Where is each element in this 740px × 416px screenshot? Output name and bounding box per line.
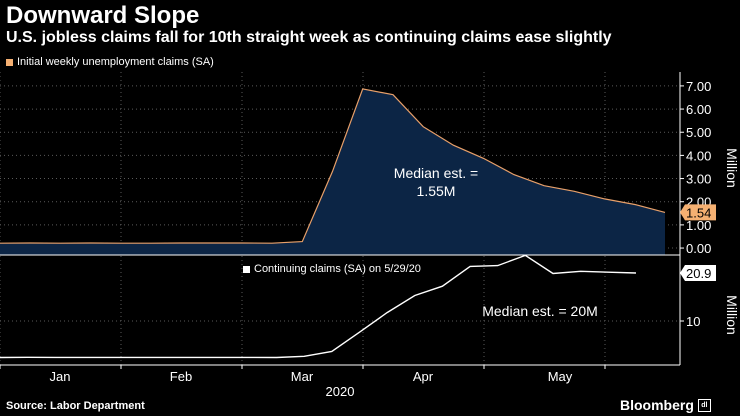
x-tick-label-may: May [548,369,573,384]
y-axis-title-bottom: Million [724,295,740,335]
y-tick-label-bottom-0: 10 [686,314,700,329]
legend-swatch-continuing [243,265,250,273]
badge-continuing-value: 20.9 [686,266,711,281]
badge-initial-shape [680,204,716,221]
badge-initial-value: 1.54 [686,205,711,220]
x-axis-year: 2020 [326,384,355,399]
legend-label-initial: Initial weekly unemployment claims (SA) [17,56,214,68]
annotation-continuing: Median est. = 20M [482,303,598,319]
legend-swatch-initial [6,58,13,66]
legend-continuing-claims: Continuing claims (SA) on 5/29/20 [243,263,421,275]
badge-continuing-shape [680,265,716,282]
badge-continuing-last: 20.9 [680,265,716,282]
y-tick-label-top-0: 0.00 [686,241,711,256]
chart-title: Downward Slope [6,2,200,29]
y-tick-label-top-1: 1.00 [686,218,711,233]
annotation-initial-line2: 1.55M [417,183,456,199]
chart-subtitle: U.S. jobless claims fall for 10th straig… [6,29,612,46]
y-tick-label-top-7: 7.00 [686,79,711,94]
annotation-initial-line1: Median est. = [394,165,478,181]
badge-initial-last: 1.54 [680,204,716,221]
y-ticks-top: 0.001.002.003.004.005.006.007.00 [680,79,711,256]
legend-initial-claims: Initial weekly unemployment claims (SA) [6,56,214,68]
y-ticks-bottom: 10 [680,314,700,329]
legend-label-continuing: Continuing claims (SA) on 5/29/20 [254,263,421,275]
x-ticks: Jan Feb Mar Apr May [0,365,606,384]
brand-name: Bloomberg [620,397,694,413]
x-tick-label-feb: Feb [170,369,192,384]
y-tick-label-top-5: 5.00 [686,125,711,140]
y-axis-title-top: Million [724,148,740,188]
source-note: Source: Labor Department [6,400,145,412]
initial-claims-line [0,88,666,244]
x-tick-label-mar: Mar [291,369,314,384]
y-tick-label-top-4: 4.00 [686,148,711,163]
download-icon[interactable]: dl [697,398,711,412]
y-tick-label-top-6: 6.00 [686,102,711,117]
y-tick-label-top-3: 3.00 [686,172,711,187]
continuing-claims-line [0,254,637,359]
x-tick-label-jan: Jan [50,369,71,384]
brand-logo: Bloomberg dl [620,397,711,413]
x-tick-label-apr: Apr [413,369,434,384]
